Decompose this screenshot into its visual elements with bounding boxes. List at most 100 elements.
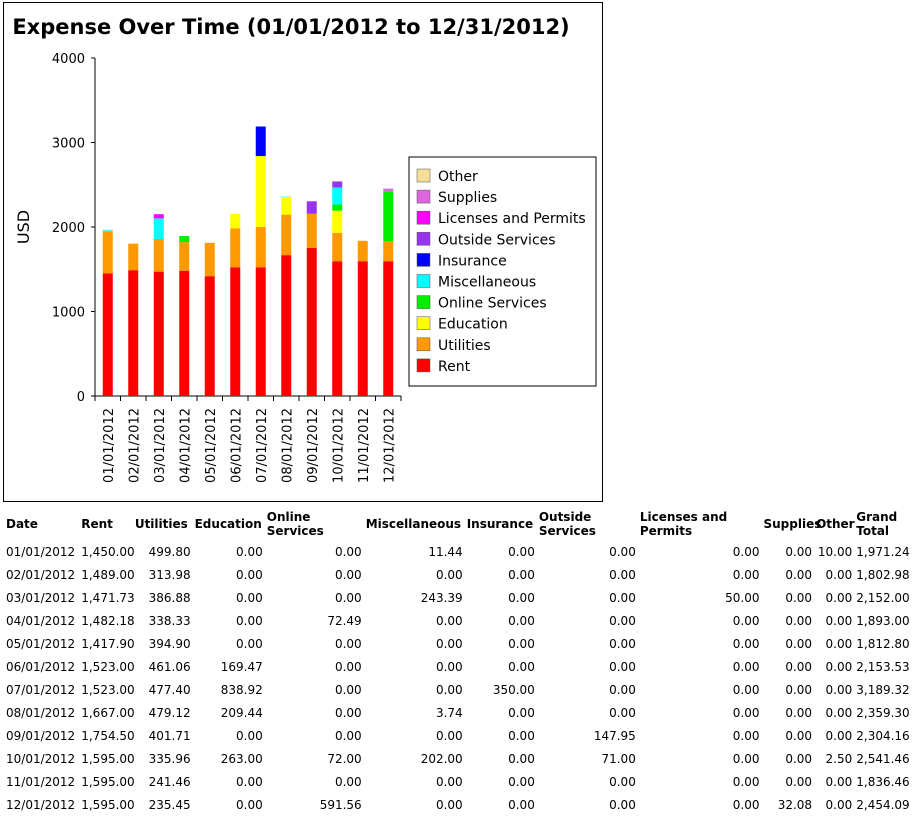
value-cell: 1,836.46 xyxy=(856,774,910,789)
value-cell: 0.00 xyxy=(334,567,362,582)
x-tick-label-11-01-2012: 11/01/2012 xyxy=(357,408,372,483)
table-row: 12/01/2012 1,595.00 235.45 0.00 591.56 0.00 0.… xyxy=(4,793,910,816)
column-header: Supplies xyxy=(763,517,822,531)
x-tick-label-05-01-2012: 05/01/2012 xyxy=(204,408,219,483)
date-cell: 06/01/2012 xyxy=(6,659,76,674)
value-cell: 169.47 xyxy=(220,659,263,674)
bar-online-services-12-01-2012 xyxy=(383,191,394,242)
value-cell: 243.39 xyxy=(420,590,463,605)
bar-rent-07-01-2012 xyxy=(255,267,266,396)
bar-utilities-06-01-2012 xyxy=(230,228,241,268)
value-cell: 263.00 xyxy=(220,751,263,766)
column-header: Other xyxy=(816,517,855,531)
table-row: 10/01/2012 1,595.00 335.96 263.00 72.00 202.0… xyxy=(4,747,910,770)
value-cell: 0.00 xyxy=(508,590,535,605)
bar-rent-12-01-2012 xyxy=(383,261,394,396)
legend-swatch-supplies xyxy=(416,189,431,204)
y-tick-label-2000: 2000 xyxy=(52,221,85,236)
value-cell: 0.00 xyxy=(334,682,362,697)
bar-outside-services-09-01-2012 xyxy=(306,201,317,214)
bar-education-07-01-2012 xyxy=(255,156,266,227)
value-cell: 11.44 xyxy=(428,544,463,559)
bar-education-08-01-2012 xyxy=(281,196,292,215)
value-cell: 0.00 xyxy=(785,774,813,789)
x-tick-label-04-01-2012: 04/01/2012 xyxy=(178,408,193,483)
x-tick-label-07-01-2012: 07/01/2012 xyxy=(255,408,270,483)
bar-utilities-09-01-2012 xyxy=(306,213,317,248)
expense-chart: Expense Over Time (01/01/2012 to 12/31/2… xyxy=(3,2,603,502)
date-cell: 12/01/2012 xyxy=(6,797,76,812)
table-row: 05/01/2012 1,417.90 394.90 0.00 0.00 0.00 0.00… xyxy=(4,632,910,655)
value-cell: 0.00 xyxy=(508,774,535,789)
legend-swatch-rent xyxy=(416,358,431,373)
value-cell: 0.00 xyxy=(785,544,813,559)
legend-label-online-services: Online Services xyxy=(438,296,547,312)
column-header: Grand Total xyxy=(856,510,898,538)
legend-label-other: Other xyxy=(438,169,478,185)
column-header: Outside Services xyxy=(538,510,596,538)
value-cell: 1,893.00 xyxy=(856,613,910,628)
value-cell: 0.00 xyxy=(732,659,760,674)
value-cell: 0.00 xyxy=(785,567,813,582)
value-cell: 32.08 xyxy=(777,797,813,812)
y-tick-label-3000: 3000 xyxy=(52,137,85,152)
value-cell: 461.06 xyxy=(148,659,191,674)
bar-rent-06-01-2012 xyxy=(230,267,241,396)
bar-rent-01-01-2012 xyxy=(102,273,113,396)
value-cell: 147.95 xyxy=(593,728,636,743)
value-cell: 2.50 xyxy=(825,751,853,766)
bar-licenses-and-permits-03-01-2012 xyxy=(153,214,164,219)
value-cell: 0.00 xyxy=(732,797,760,812)
bar-rent-03-01-2012 xyxy=(153,271,164,396)
legend-swatch-outside-services xyxy=(416,232,431,246)
value-cell: 0.00 xyxy=(435,728,463,743)
value-cell: 0.00 xyxy=(785,636,813,651)
bar-rent-05-01-2012 xyxy=(204,276,215,396)
column-header: Date xyxy=(6,517,38,531)
value-cell: 350.00 xyxy=(492,682,535,697)
value-cell: 2,359.30 xyxy=(856,705,910,720)
bar-education-06-01-2012 xyxy=(230,214,241,229)
date-cell: 01/01/2012 xyxy=(6,544,76,559)
date-cell: 11/01/2012 xyxy=(6,774,76,789)
value-cell: 0.00 xyxy=(825,682,853,697)
value-cell: 0.00 xyxy=(825,567,853,582)
bar-outside-services-10-01-2012 xyxy=(332,181,343,188)
value-cell: 0.00 xyxy=(435,774,463,789)
column-header: Licenses and Permits xyxy=(639,510,728,538)
value-cell: 0.00 xyxy=(236,797,263,812)
bar-other-01-01-2012 xyxy=(102,229,113,231)
date-cell: 05/01/2012 xyxy=(6,636,76,651)
value-cell: 2,304.16 xyxy=(856,728,910,743)
value-cell: 0.00 xyxy=(732,774,760,789)
value-cell: 0.00 xyxy=(785,728,813,743)
value-cell: 1,489.00 xyxy=(81,567,135,582)
value-cell: 0.00 xyxy=(825,590,853,605)
value-cell: 0.00 xyxy=(825,705,853,720)
value-cell: 0.00 xyxy=(334,544,362,559)
value-cell: 0.00 xyxy=(609,659,636,674)
value-cell: 838.92 xyxy=(220,682,263,697)
x-tick-label-10-01-2012: 10/01/2012 xyxy=(331,408,346,483)
y-tick-label-4000: 4000 xyxy=(52,52,85,67)
x-tick-label-09-01-2012: 09/01/2012 xyxy=(306,408,321,483)
table-body: 01/01/2012 1,450.00 499.80 0.00 0.00 11.44 0.0… xyxy=(4,540,910,816)
legend-label-outside-services: Outside Services xyxy=(438,232,556,248)
legend-label-licenses-and-permits: Licenses and Permits xyxy=(438,211,586,227)
legend-swatch-utilities xyxy=(416,337,431,352)
value-cell: 0.00 xyxy=(334,636,362,651)
bar-utilities-10-01-2012 xyxy=(332,232,343,262)
value-cell: 0.00 xyxy=(334,590,362,605)
value-cell: 0.00 xyxy=(785,613,813,628)
value-cell: 338.33 xyxy=(148,613,191,628)
value-cell: 0.00 xyxy=(609,567,636,582)
value-cell: 0.00 xyxy=(236,636,263,651)
value-cell: 0.00 xyxy=(508,728,535,743)
legend-swatch-miscellaneous xyxy=(416,274,431,288)
value-cell: 0.00 xyxy=(609,797,636,812)
value-cell: 0.00 xyxy=(732,728,760,743)
bar-rent-09-01-2012 xyxy=(306,247,317,396)
value-cell: 0.00 xyxy=(508,613,535,628)
value-cell: 0.00 xyxy=(732,613,760,628)
value-cell: 0.00 xyxy=(334,728,362,743)
